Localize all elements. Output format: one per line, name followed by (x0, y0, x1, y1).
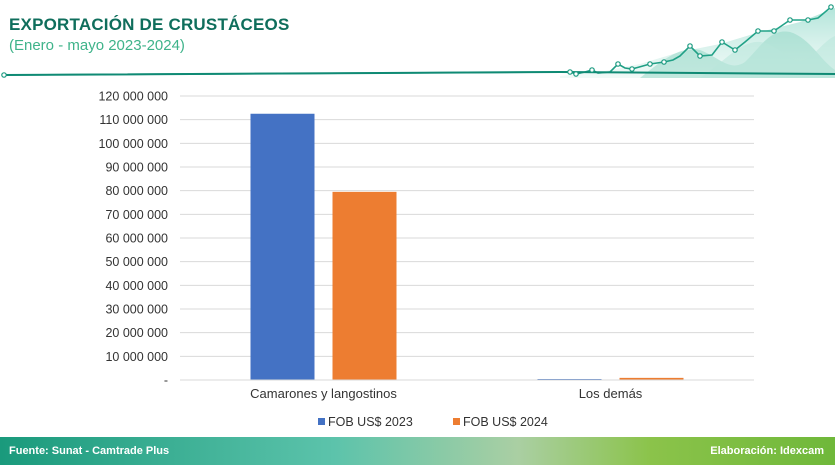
legend-swatch (318, 418, 325, 425)
footer-bar: Fuente: Sunat - Camtrade Plus Elaboració… (0, 437, 835, 465)
bar-1-0 (332, 191, 397, 380)
legend-label: FOB US$ 2023 (328, 415, 413, 429)
bar-chart: - 10 000 000 20 000 000 30 000 000 40 000 00… (98, 90, 754, 429)
y-tick-label: 50 000 000 (105, 255, 168, 269)
legend-label: FOB US$ 2024 (463, 415, 548, 429)
y-tick-label: 120 000 000 (98, 90, 168, 104)
y-axis-tick-labels: - 10 000 000 20 000 000 30 000 000 40 000 00… (98, 90, 168, 388)
chart-legend: FOB US$ 2023 FOB US$ 2024 (318, 415, 548, 429)
y-tick-label: 100 000 000 (98, 137, 168, 151)
source-note: Fuente: Sunat - Camtrade Plus (9, 445, 170, 457)
header: EXPORTACIÓN DE CRUSTÁCEOS (Enero - mayo … (0, 0, 835, 90)
x-axis-category-labels: Camarones y langostinos Los demás (250, 386, 643, 401)
y-tick-label: 20 000 000 (105, 326, 168, 340)
credit-note: Elaboración: Idexcam (710, 445, 824, 457)
page-title: EXPORTACIÓN DE CRUSTÁCEOS (9, 15, 290, 34)
page-subtitle: (Enero - mayo 2023-2024) (9, 37, 185, 54)
y-tick-label: 30 000 000 (105, 303, 168, 317)
y-tick-label: 70 000 000 (105, 208, 168, 222)
decorative-trend-graphic (1, 4, 835, 78)
bar-0-0 (250, 113, 315, 380)
legend-swatch (453, 418, 460, 425)
y-tick-label: 110 000 000 (99, 113, 168, 127)
x-category-label: Camarones y langostinos (250, 386, 397, 401)
y-tick-label: 10 000 000 (105, 350, 168, 364)
bar-1-1 (619, 377, 684, 380)
x-category-label: Los demás (579, 386, 643, 401)
y-tick-label: 80 000 000 (105, 184, 168, 198)
y-tick-label: 60 000 000 (105, 232, 168, 246)
y-tick-label: 90 000 000 (105, 161, 168, 175)
chart-bars (250, 113, 684, 380)
y-tick-label: 40 000 000 (105, 279, 168, 293)
y-tick-label: - (164, 374, 168, 388)
